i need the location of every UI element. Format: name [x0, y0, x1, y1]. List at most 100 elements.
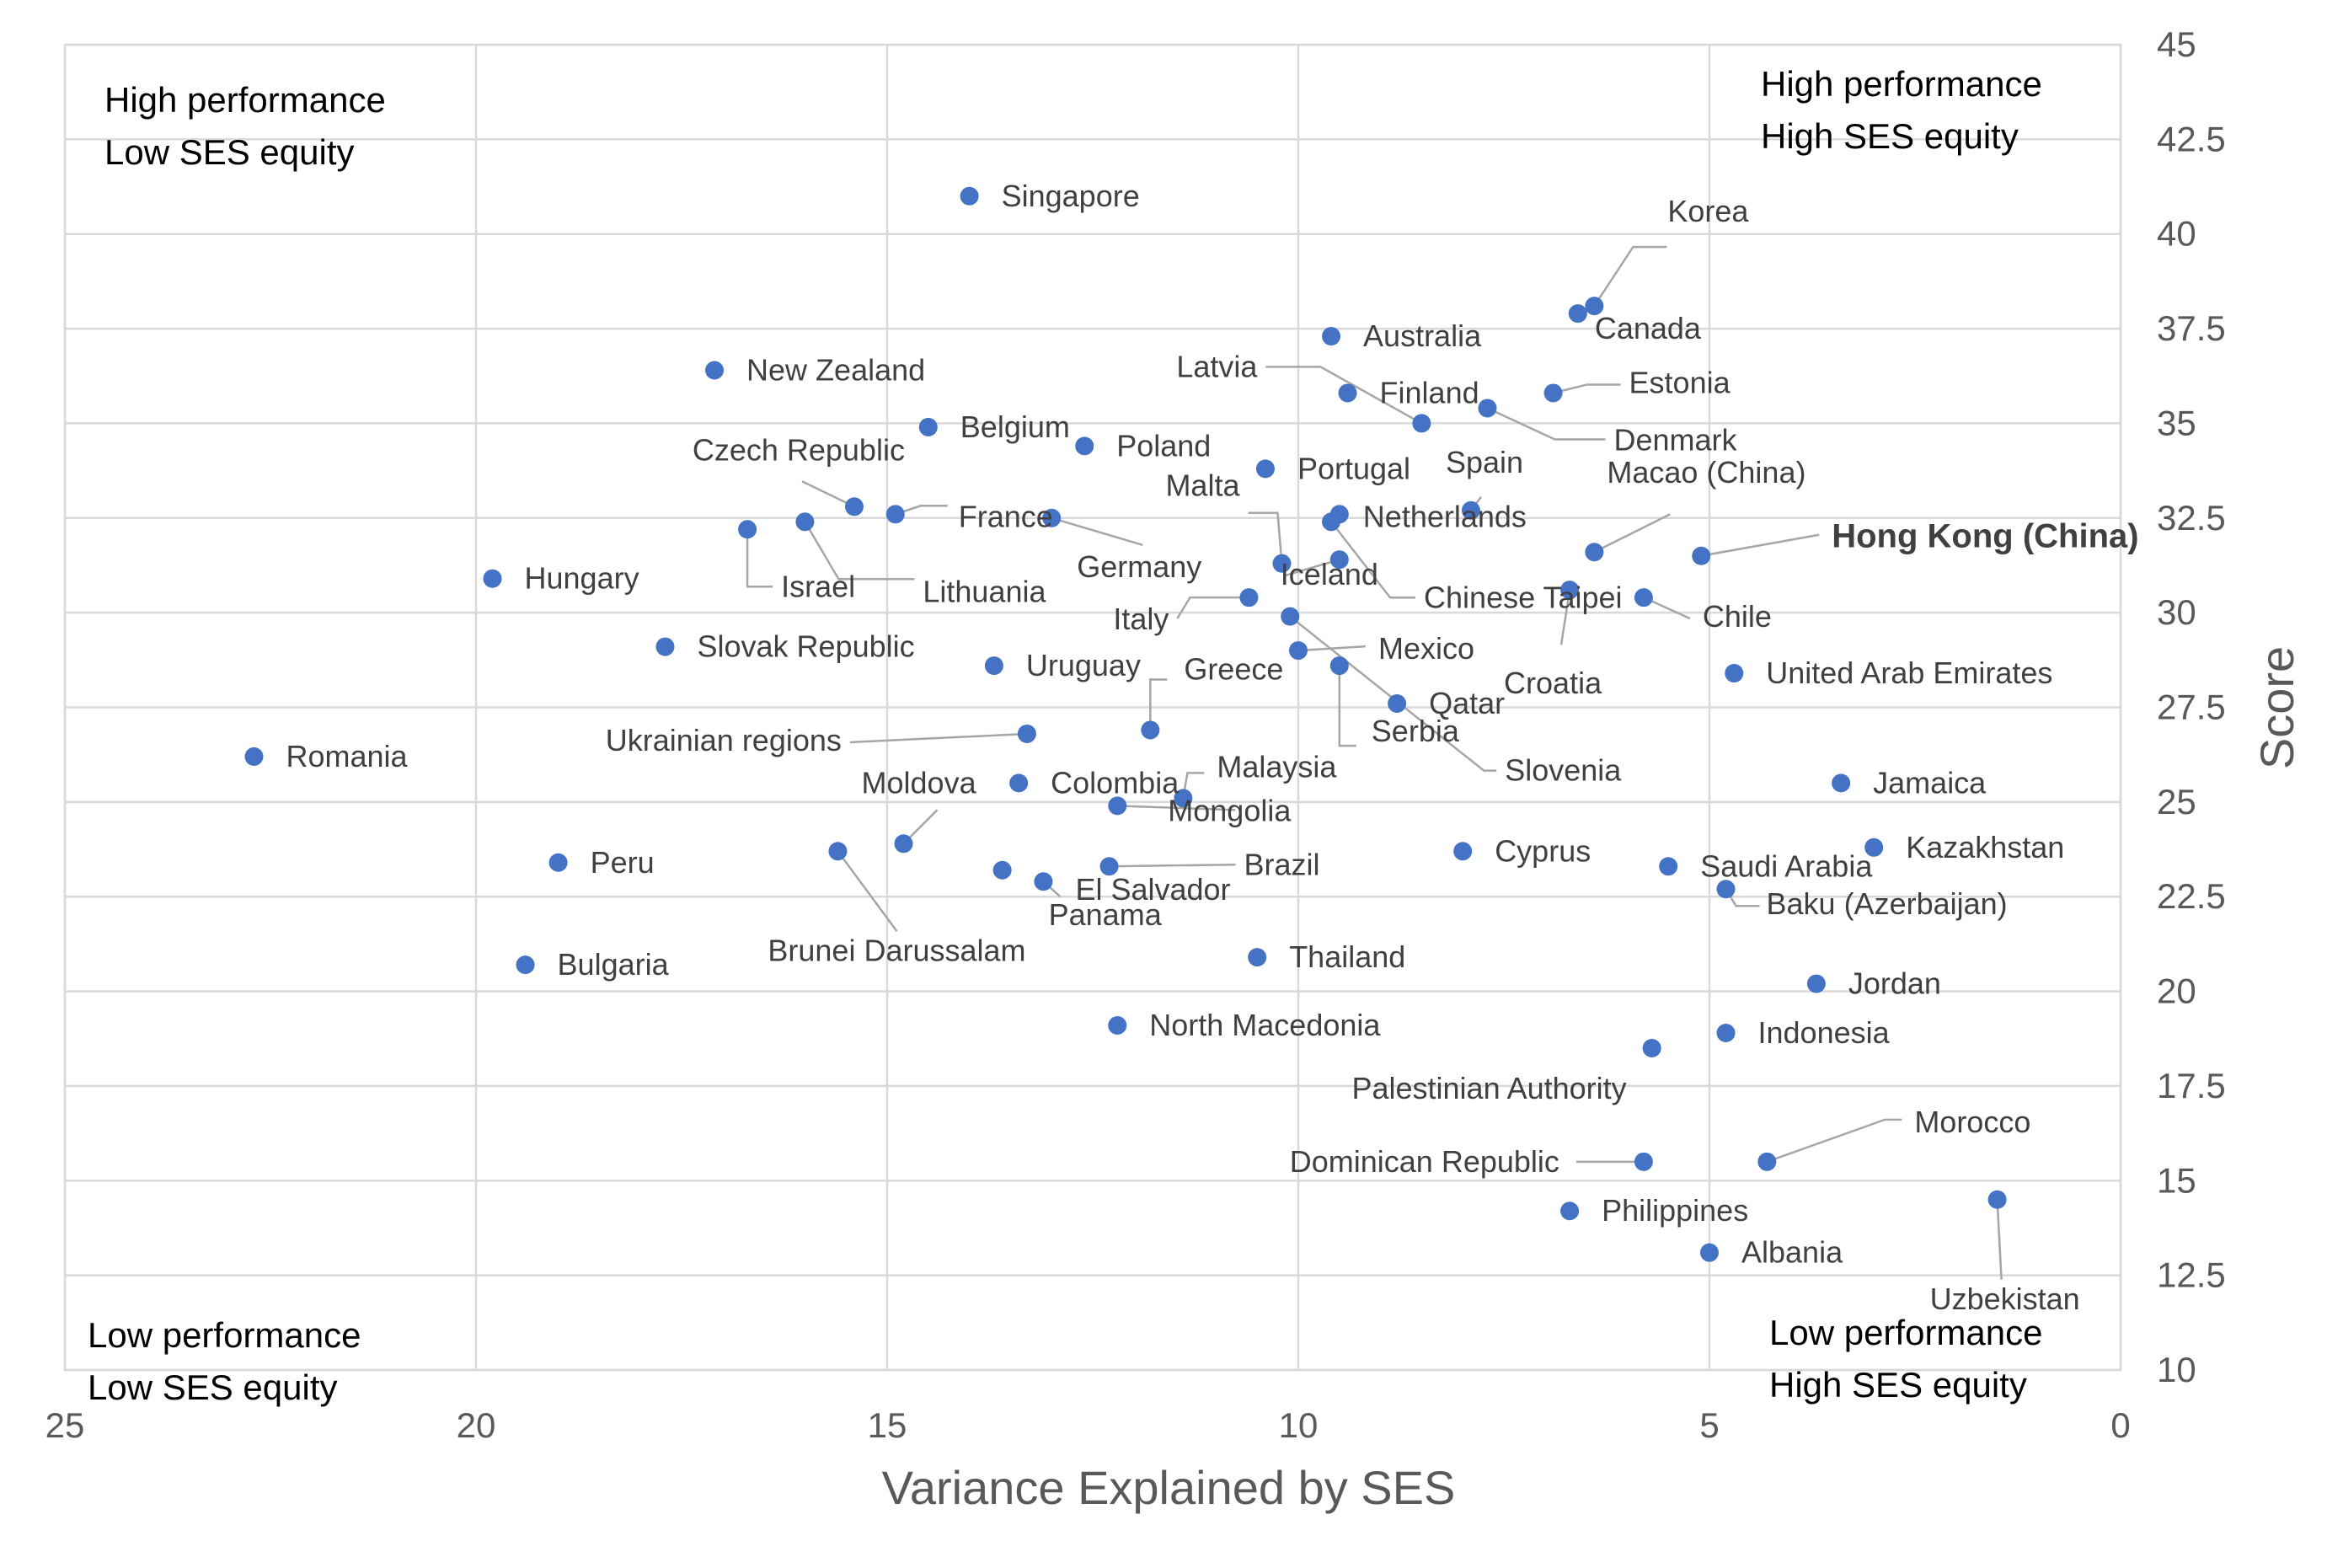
data-label-belgium: Belgium [960, 409, 1070, 444]
y-tick-label: 42.5 [2157, 119, 2226, 158]
data-point-chinese-taipei [1322, 512, 1341, 532]
data-point-uzbekistan [1987, 1190, 2007, 1209]
data-point-hong-kong-china [1692, 546, 1711, 565]
data-point-moldova [894, 834, 913, 854]
x-tick-label: 0 [2110, 1405, 2130, 1445]
data-label-hungary: Hungary [525, 561, 639, 596]
data-point-lithuania [795, 512, 815, 532]
data-label-serbia: Serbia [1372, 714, 1460, 748]
data-label-ukrainian-regions: Ukrainian regions [606, 723, 842, 757]
y-tick-label: 10 [2157, 1350, 2196, 1389]
data-point-mexico [1289, 641, 1308, 661]
data-point-czech-republic [844, 497, 864, 516]
leader-line-uzbekistan [1996, 1199, 2003, 1280]
data-label-philippines: Philippines [1602, 1193, 1748, 1228]
data-label-portugal: Portugal [1297, 451, 1410, 485]
leader-line-ukrainian-regions [849, 732, 1027, 744]
leader-line-macao-china [1593, 513, 1671, 554]
data-label-kazakhstan: Kazakhstan [1906, 830, 2064, 864]
quadrant-top-left-line1: High performance [104, 80, 386, 120]
x-tick-label: 5 [1699, 1405, 1719, 1445]
data-label-france: France [959, 499, 1053, 533]
data-point-albania [1700, 1243, 1719, 1262]
data-point-jordan [1806, 974, 1826, 993]
leader-line-serbia [1338, 666, 1356, 747]
data-point-panama [992, 860, 1012, 880]
data-point-latvia [1412, 414, 1431, 433]
data-label-latvia: Latvia [1176, 349, 1258, 383]
data-label-peru: Peru [591, 845, 655, 880]
data-label-thailand: Thailand [1289, 939, 1405, 974]
y-tick-label: 20 [2157, 971, 2196, 1011]
data-label-panama: Panama [1049, 897, 1163, 932]
data-label-el-salvador: El Salvador [1075, 872, 1230, 907]
data-point-united-arab-emirates [1725, 664, 1744, 683]
data-point-baku-azerbaijan [1716, 880, 1736, 899]
leader-line-iceland [1284, 559, 1340, 577]
data-point-australia [1322, 327, 1341, 346]
data-point-denmark [1478, 399, 1497, 418]
y-tick-label: 12.5 [2157, 1255, 2226, 1295]
data-point-romania [244, 747, 264, 766]
data-point-israel [738, 520, 757, 539]
data-label-dominican-republic: Dominican Republic [1290, 1144, 1559, 1179]
leader-line-lithuania [804, 521, 915, 581]
data-point-chile [1634, 588, 1653, 607]
y-tick-label: 37.5 [2157, 308, 2226, 348]
data-label-greece: Greece [1184, 651, 1283, 686]
data-point-cyprus [1453, 842, 1473, 861]
data-label-mongolia: Mongolia [1168, 793, 1292, 827]
data-label-macao-china: Macao (China) [1607, 455, 1805, 490]
y-tick-label: 40 [2157, 214, 2196, 254]
data-label-malaysia: Malaysia [1217, 749, 1337, 784]
data-point-hungary [483, 569, 502, 588]
data-point-ukrainian-regions [1017, 724, 1036, 743]
data-point-germany [1042, 508, 1062, 527]
data-label-hong-kong-china: Hong Kong (China) [1832, 518, 2138, 555]
leader-line-italy [1176, 596, 1249, 619]
data-label-brunei-darussalam: Brunei Darussalam [768, 933, 1025, 967]
data-label-qatar: Qatar [1429, 686, 1505, 720]
data-point-brazil [1099, 857, 1119, 876]
data-label-czech-republic: Czech Republic [693, 432, 905, 467]
data-label-lithuania: Lithuania [923, 574, 1046, 608]
data-label-new-zealand: New Zealand [746, 353, 925, 388]
leader-line-germany [1051, 516, 1143, 546]
data-label-singapore: Singapore [1002, 179, 1140, 213]
leader-lines [746, 245, 2003, 1280]
leader-line-denmark [1486, 407, 1606, 441]
x-axis-title: Variance Explained by SES [882, 1461, 1456, 1514]
data-label-netherlands: Netherlands [1363, 499, 1527, 533]
data-point-mongolia [1108, 796, 1127, 816]
leader-line-latvia [1265, 366, 1423, 425]
data-label-uruguay: Uruguay [1026, 648, 1141, 682]
data-point-singapore [960, 186, 979, 206]
data-label-denmark: Denmark [1613, 422, 1737, 457]
data-point-uruguay [984, 656, 1003, 676]
data-label-brazil: Brazil [1244, 847, 1320, 881]
leader-line-chinese-taipei [1330, 521, 1416, 599]
data-point-palestinian-authority [1642, 1038, 1661, 1057]
leader-line-mexico [1297, 645, 1367, 652]
quadrant-top-left-line2: Low SES equity [104, 132, 355, 172]
data-point-poland [1075, 436, 1094, 456]
data-label-morocco: Morocco [1914, 1105, 2030, 1139]
y-tick-label: 30 [2157, 592, 2196, 632]
leader-line-brunei-darussalam [837, 850, 898, 933]
data-label-albania: Albania [1741, 1235, 1843, 1270]
data-label-israel: Israel [781, 569, 855, 603]
leader-line-estonia [1553, 383, 1621, 394]
data-label-croatia: Croatia [1504, 666, 1602, 700]
quadrant-top-right-line1: High performance [1761, 64, 2042, 104]
data-point-saudi-arabia [1659, 857, 1678, 876]
data-label-chile: Chile [1703, 599, 1772, 634]
data-points [244, 186, 2007, 1262]
data-label-saudi-arabia: Saudi Arabia [1700, 848, 1873, 883]
data-label-cyprus: Cyprus [1495, 833, 1591, 868]
data-label-slovenia: Slovenia [1505, 753, 1622, 788]
y-tick-label: 32.5 [2157, 498, 2226, 538]
data-label-spain: Spain [1446, 445, 1523, 479]
data-label-iceland: Iceland [1281, 557, 1378, 591]
data-point-new-zealand [705, 361, 725, 380]
